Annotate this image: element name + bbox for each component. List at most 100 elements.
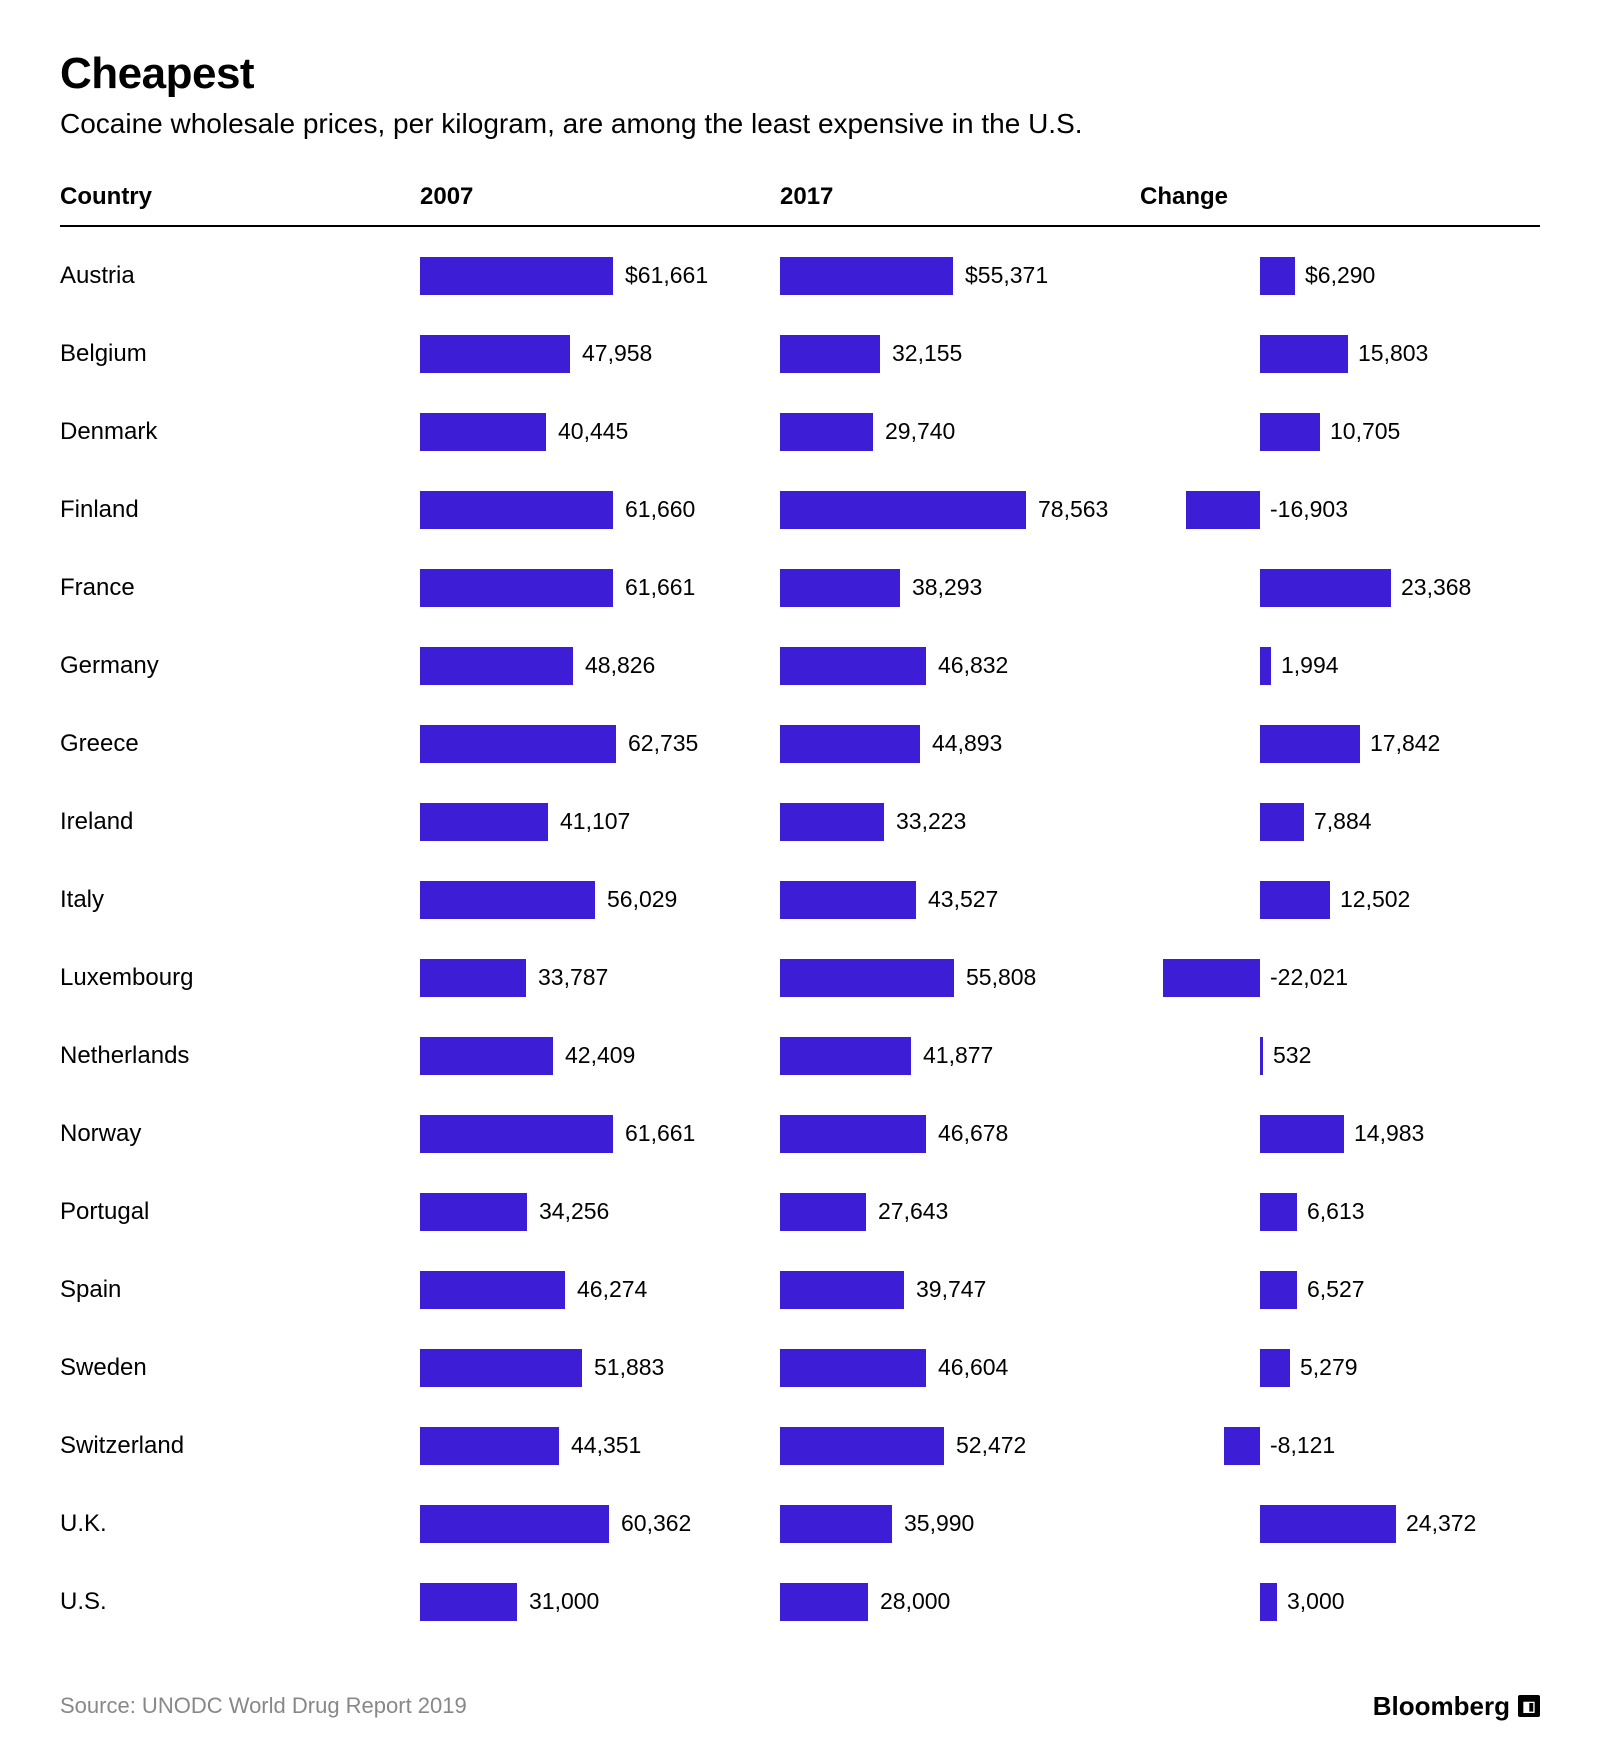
bar-2007 bbox=[420, 1427, 559, 1465]
chart-subtitle: Cocaine wholesale prices, per kilogram, … bbox=[60, 106, 1540, 142]
bar-cell-2017: 46,604 bbox=[780, 1349, 1140, 1387]
bar-cell-2017: 32,155 bbox=[780, 335, 1140, 373]
table-row: Germany48,82646,8321,994 bbox=[60, 627, 1540, 705]
bar-2017 bbox=[780, 1427, 944, 1465]
change-bar bbox=[1260, 1193, 1297, 1231]
change-bar bbox=[1260, 1349, 1290, 1387]
bar-label-2017: 46,604 bbox=[938, 1354, 1008, 1381]
bar-label-2007: 51,883 bbox=[594, 1354, 664, 1381]
bar-cell-2007: 61,661 bbox=[420, 1115, 780, 1153]
change-label: -22,021 bbox=[1270, 964, 1348, 991]
change-cell: 24,372 bbox=[1140, 1505, 1500, 1543]
bar-2007 bbox=[420, 1037, 553, 1075]
change-label: 532 bbox=[1273, 1042, 1311, 1069]
change-cell: 12,502 bbox=[1140, 881, 1500, 919]
change-label: -8,121 bbox=[1270, 1432, 1335, 1459]
bar-2007 bbox=[420, 959, 526, 997]
change-bar bbox=[1260, 1583, 1277, 1621]
change-label: 12,502 bbox=[1340, 886, 1410, 913]
bar-label-2017: 52,472 bbox=[956, 1432, 1026, 1459]
bar-cell-2007: 60,362 bbox=[420, 1505, 780, 1543]
change-bar bbox=[1260, 1271, 1297, 1309]
change-cell: -16,903 bbox=[1140, 491, 1500, 529]
change-bar bbox=[1260, 647, 1271, 685]
change-bar bbox=[1260, 1115, 1344, 1153]
bar-label-2007: 60,362 bbox=[621, 1510, 691, 1537]
bar-2007 bbox=[420, 257, 613, 295]
bar-2017 bbox=[780, 1115, 926, 1153]
bar-2007 bbox=[420, 881, 595, 919]
bar-label-2017: 29,740 bbox=[885, 418, 955, 445]
country-cell: Spain bbox=[60, 1276, 420, 1304]
table-header: Country 2007 2017 Change bbox=[60, 183, 1540, 227]
bar-label-2007: 40,445 bbox=[558, 418, 628, 445]
bar-cell-2007: 47,958 bbox=[420, 335, 780, 373]
bar-label-2017: 33,223 bbox=[896, 808, 966, 835]
bar-label-2007: 41,107 bbox=[560, 808, 630, 835]
country-cell: Austria bbox=[60, 262, 420, 290]
bar-label-2007: 61,660 bbox=[625, 496, 695, 523]
change-label: -16,903 bbox=[1270, 496, 1348, 523]
bar-cell-2007: 34,256 bbox=[420, 1193, 780, 1231]
table-row: U.K.60,36235,99024,372 bbox=[60, 1485, 1540, 1563]
change-label: 23,368 bbox=[1401, 574, 1471, 601]
bar-2007 bbox=[420, 413, 546, 451]
bar-label-2007: 48,826 bbox=[585, 652, 655, 679]
bar-label-2017: 41,877 bbox=[923, 1042, 993, 1069]
table-row: Ireland41,10733,2237,884 bbox=[60, 783, 1540, 861]
bar-cell-2007: 48,826 bbox=[420, 647, 780, 685]
change-label: 6,613 bbox=[1307, 1198, 1365, 1225]
country-cell: Belgium bbox=[60, 340, 420, 368]
bar-cell-2007: 41,107 bbox=[420, 803, 780, 841]
change-cell: -22,021 bbox=[1140, 959, 1500, 997]
bar-2017 bbox=[780, 1583, 868, 1621]
brand-text: Bloomberg bbox=[1373, 1691, 1510, 1722]
country-cell: Netherlands bbox=[60, 1042, 420, 1070]
bar-label-2007: 62,735 bbox=[628, 730, 698, 757]
bar-chart-table: Country 2007 2017 Change Austria$61,661$… bbox=[60, 183, 1540, 1641]
col-header-2017: 2017 bbox=[780, 183, 1140, 211]
country-cell: Sweden bbox=[60, 1354, 420, 1382]
bar-2017 bbox=[780, 1505, 892, 1543]
bar-label-2007: $61,661 bbox=[625, 262, 708, 289]
bar-2017 bbox=[780, 1193, 866, 1231]
bar-cell-2017: 41,877 bbox=[780, 1037, 1140, 1075]
table-row: Switzerland44,35152,472-8,121 bbox=[60, 1407, 1540, 1485]
table-row: Sweden51,88346,6045,279 bbox=[60, 1329, 1540, 1407]
bar-label-2017: 38,293 bbox=[912, 574, 982, 601]
bar-label-2017: 27,643 bbox=[878, 1198, 948, 1225]
bar-cell-2007: $61,661 bbox=[420, 257, 780, 295]
table-row: Netherlands42,40941,877532 bbox=[60, 1017, 1540, 1095]
bar-2017 bbox=[780, 803, 884, 841]
country-cell: Norway bbox=[60, 1120, 420, 1148]
change-cell: 532 bbox=[1140, 1037, 1500, 1075]
bar-2017 bbox=[780, 725, 920, 763]
country-cell: France bbox=[60, 574, 420, 602]
col-header-country: Country bbox=[60, 183, 420, 211]
bar-cell-2017: 44,893 bbox=[780, 725, 1140, 763]
bar-2017 bbox=[780, 881, 916, 919]
change-cell: 14,983 bbox=[1140, 1115, 1500, 1153]
change-cell: 1,994 bbox=[1140, 647, 1500, 685]
bar-2017 bbox=[780, 257, 953, 295]
bar-2017 bbox=[780, 1037, 911, 1075]
change-label: 1,994 bbox=[1281, 652, 1339, 679]
change-cell: 3,000 bbox=[1140, 1583, 1500, 1621]
table-row: Austria$61,661$55,371$6,290 bbox=[60, 237, 1540, 315]
bar-cell-2017: 38,293 bbox=[780, 569, 1140, 607]
change-label: 17,842 bbox=[1370, 730, 1440, 757]
country-cell: Luxembourg bbox=[60, 964, 420, 992]
col-header-change: Change bbox=[1140, 183, 1500, 211]
country-cell: Germany bbox=[60, 652, 420, 680]
country-cell: Finland bbox=[60, 496, 420, 524]
bar-cell-2017: 33,223 bbox=[780, 803, 1140, 841]
table-row: Denmark40,44529,74010,705 bbox=[60, 393, 1540, 471]
change-cell: 7,884 bbox=[1140, 803, 1500, 841]
bar-cell-2017: 46,678 bbox=[780, 1115, 1140, 1153]
source-text: Source: UNODC World Drug Report 2019 bbox=[60, 1693, 467, 1719]
bar-label-2007: 47,958 bbox=[582, 340, 652, 367]
bar-2017 bbox=[780, 491, 1026, 529]
bar-cell-2017: 28,000 bbox=[780, 1583, 1140, 1621]
country-cell: Greece bbox=[60, 730, 420, 758]
change-cell: 10,705 bbox=[1140, 413, 1500, 451]
